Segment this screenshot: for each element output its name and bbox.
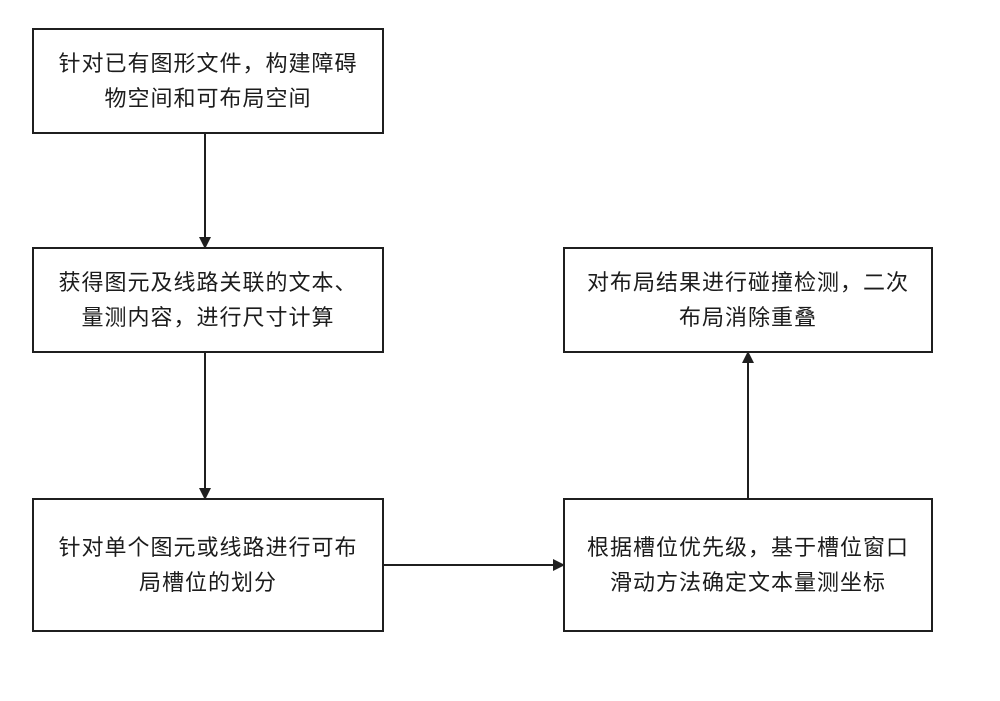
flowchart-node-label: 针对已有图形文件，构建障碍物空间和可布局空间 (52, 46, 364, 116)
flowchart-node-label: 根据槽位优先级，基于槽位窗口滑动方法确定文本量测坐标 (583, 530, 913, 600)
flowchart-node-label: 对布局结果进行碰撞检测，二次布局消除重叠 (583, 265, 913, 335)
flowchart-node-n1: 针对已有图形文件，构建障碍物空间和可布局空间 (32, 28, 384, 134)
flowchart-node-label: 获得图元及线路关联的文本、量测内容，进行尺寸计算 (52, 265, 364, 335)
flowchart-node-n3: 针对单个图元或线路进行可布局槽位的划分 (32, 498, 384, 632)
flowchart-canvas: 针对已有图形文件，构建障碍物空间和可布局空间获得图元及线路关联的文本、量测内容，… (0, 0, 1000, 701)
flowchart-node-n5: 对布局结果进行碰撞检测，二次布局消除重叠 (563, 247, 933, 353)
flowchart-node-n2: 获得图元及线路关联的文本、量测内容，进行尺寸计算 (32, 247, 384, 353)
flowchart-node-n4: 根据槽位优先级，基于槽位窗口滑动方法确定文本量测坐标 (563, 498, 933, 632)
flowchart-node-label: 针对单个图元或线路进行可布局槽位的划分 (52, 530, 364, 600)
